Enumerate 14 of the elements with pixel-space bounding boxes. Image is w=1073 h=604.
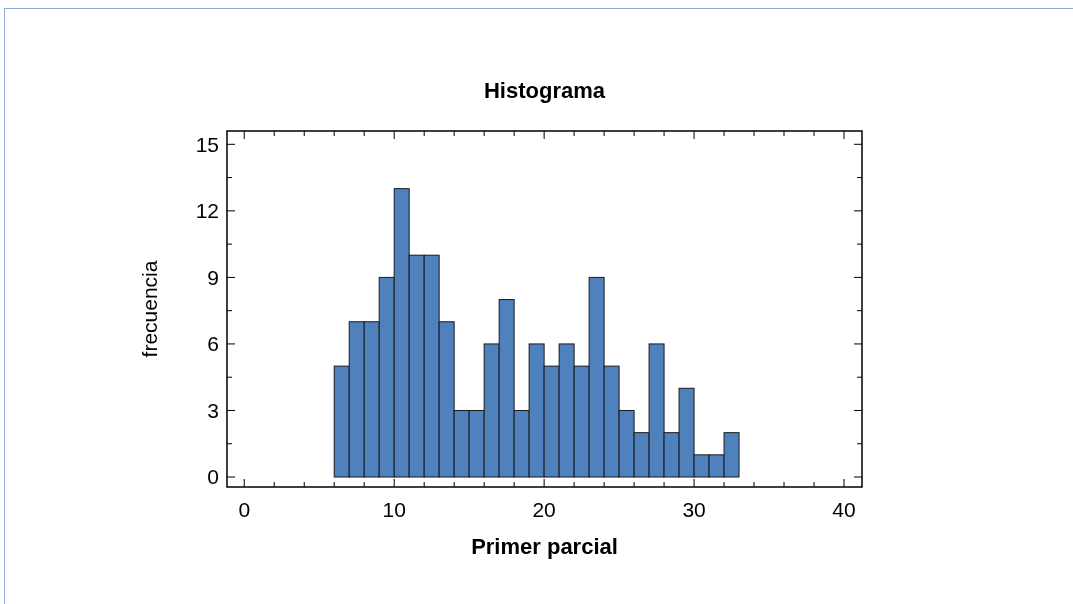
y-axis-title: frecuencia [138, 260, 161, 358]
y-tick-label: 15 [195, 132, 219, 156]
x-tick-label: 0 [238, 498, 251, 521]
x-tick-label: 20 [532, 498, 556, 521]
y-tick-label: 3 [207, 398, 219, 422]
chart-title: Histograma [483, 78, 606, 103]
x-tick-label: 10 [382, 498, 406, 521]
y-tick-label: 12 [195, 199, 219, 223]
x-tick-label: 40 [832, 498, 856, 521]
y-tick-label: 9 [207, 265, 219, 289]
y-tick-label: 6 [207, 332, 219, 356]
x-axis-title: Primer parcial [471, 534, 618, 559]
y-tick-label: 0 [207, 465, 219, 489]
x-tick-label: 30 [682, 498, 706, 521]
